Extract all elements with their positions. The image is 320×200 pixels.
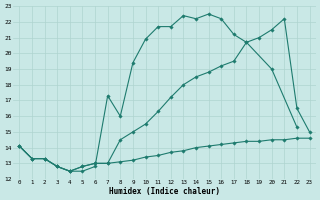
- X-axis label: Humidex (Indice chaleur): Humidex (Indice chaleur): [109, 187, 220, 196]
